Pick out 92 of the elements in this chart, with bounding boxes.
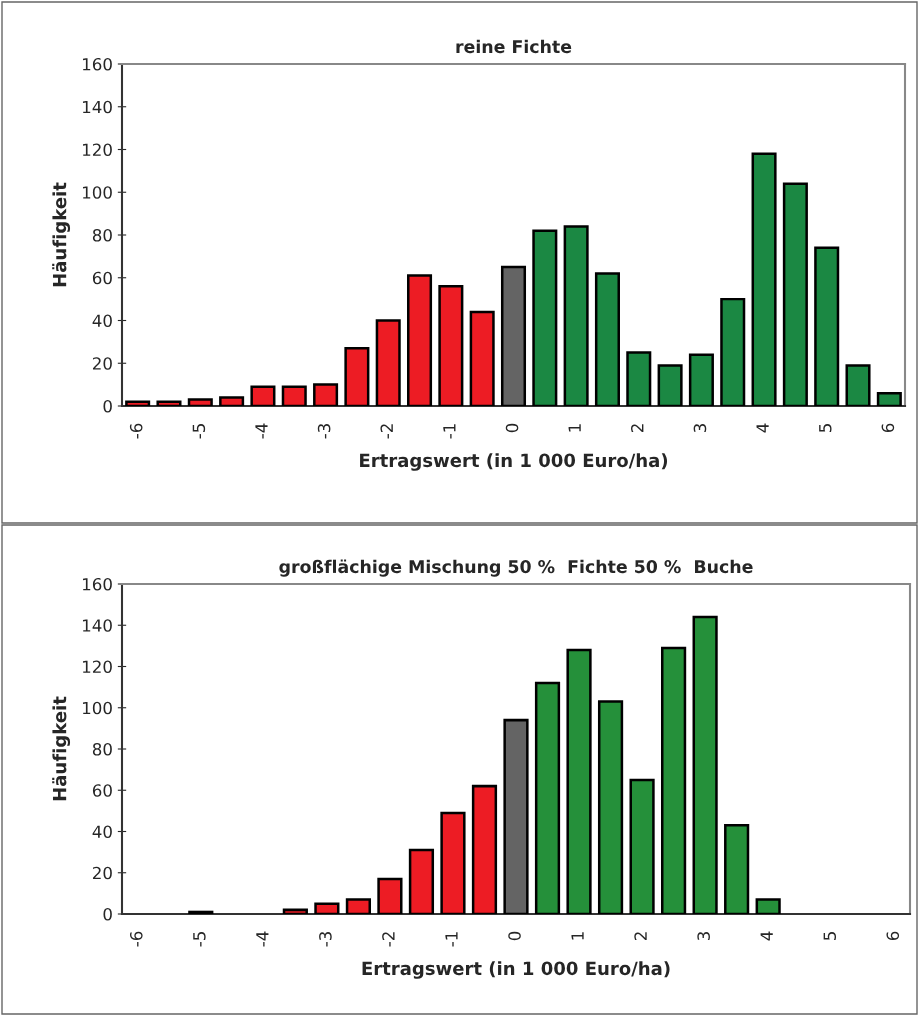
x-tick-label: 0 <box>505 423 519 433</box>
chart-title: reine Fichte <box>456 39 572 54</box>
bar <box>629 778 655 914</box>
bar <box>188 910 214 914</box>
x-tick-label: 6 <box>886 931 900 941</box>
x-tick-label: 3 <box>693 424 707 432</box>
bar <box>751 152 777 406</box>
x-tick-label: -3 <box>317 424 331 439</box>
bar <box>755 898 781 914</box>
y-axis-title: Häufigkeit <box>52 182 71 287</box>
x-tick-label: 2 <box>634 932 647 941</box>
bar <box>438 285 464 406</box>
x-tick-label: 4 <box>756 423 769 433</box>
bar <box>566 648 592 914</box>
y-tick-label: 40 <box>92 825 112 839</box>
x-tick-label: 0 <box>508 931 521 941</box>
bar <box>724 824 750 914</box>
bar <box>408 848 435 914</box>
x-tick-label: -4 <box>256 931 269 947</box>
y-tick-label: 40 <box>92 314 112 328</box>
bar <box>532 229 558 406</box>
bar <box>313 383 339 406</box>
y-tick-label: 120 <box>82 660 112 674</box>
bar <box>720 297 746 406</box>
bar <box>594 272 620 406</box>
bar <box>688 353 714 406</box>
bar <box>814 246 840 406</box>
y-tick-label: 140 <box>82 619 112 632</box>
bar <box>125 400 151 406</box>
bar <box>692 615 718 914</box>
x-tick-label: -6 <box>129 931 143 947</box>
y-tick-label: 100 <box>82 701 112 715</box>
y-tick-label: 100 <box>82 186 112 199</box>
x-tick-label: -2 <box>382 932 395 947</box>
bar <box>469 310 495 406</box>
x-tick-label: -5 <box>193 932 206 947</box>
y-tick-label: 120 <box>82 143 112 157</box>
bar <box>782 182 808 406</box>
x-tick-label: -1 <box>445 932 458 947</box>
bar <box>156 400 182 406</box>
y-tick-label: 60 <box>92 271 112 285</box>
x-tick-label: -1 <box>443 424 456 439</box>
bar <box>250 385 276 406</box>
x-tick-label: 4 <box>760 931 773 941</box>
y-axis-title: Häufigkeit <box>52 696 71 801</box>
bar <box>845 364 871 406</box>
bar <box>597 700 624 914</box>
bar <box>219 396 245 406</box>
bar <box>503 718 529 914</box>
bar <box>407 274 433 406</box>
bar <box>187 398 213 406</box>
x-tick-label: -5 <box>192 424 206 439</box>
bar <box>377 877 403 914</box>
y-tick-label: 60 <box>92 784 112 797</box>
bar <box>534 681 561 914</box>
x-tick-label: 6 <box>881 423 895 433</box>
x-tick-label: -2 <box>380 424 393 439</box>
bar <box>281 385 307 406</box>
chart-title: großflächige Mischung 50 % Fichte 50 % Buche <box>279 559 753 577</box>
bar <box>345 898 371 914</box>
x-tick-label: -3 <box>319 932 332 947</box>
y-tick-label: 20 <box>92 866 112 880</box>
bar <box>314 902 340 914</box>
y-tick-label: 160 <box>82 577 112 591</box>
bar <box>282 908 308 914</box>
y-tick-label: 80 <box>92 742 112 756</box>
bar <box>661 646 687 914</box>
y-tick-label: 140 <box>82 100 112 114</box>
x-tick-label: 5 <box>823 932 837 940</box>
bar <box>626 351 652 406</box>
x-tick-label: -6 <box>129 423 143 439</box>
x-tick-label: 1 <box>568 424 581 432</box>
x-tick-label: 2 <box>631 424 644 433</box>
y-tick-label: 0 <box>103 399 112 413</box>
bar <box>657 364 683 406</box>
x-tick-label: 5 <box>819 424 832 432</box>
bar <box>344 347 370 406</box>
bar <box>563 225 589 406</box>
y-tick-label: 20 <box>92 357 112 370</box>
bar <box>375 319 401 406</box>
y-tick-label: 160 <box>82 57 112 71</box>
y-tick-label: 0 <box>103 907 112 921</box>
y-tick-label: 80 <box>92 228 112 242</box>
x-axis-title: Ertragswert (in 1 000 Euro/ha) <box>362 961 670 979</box>
bar <box>876 391 902 406</box>
x-tick-label: 1 <box>571 932 584 940</box>
bar <box>500 265 527 406</box>
x-axis-title: Ertragswert (in 1 000 Euro/ha) <box>360 453 668 471</box>
x-tick-label: -4 <box>255 423 268 439</box>
x-tick-label: 3 <box>697 932 710 940</box>
bar <box>471 784 498 914</box>
bar <box>440 811 466 914</box>
